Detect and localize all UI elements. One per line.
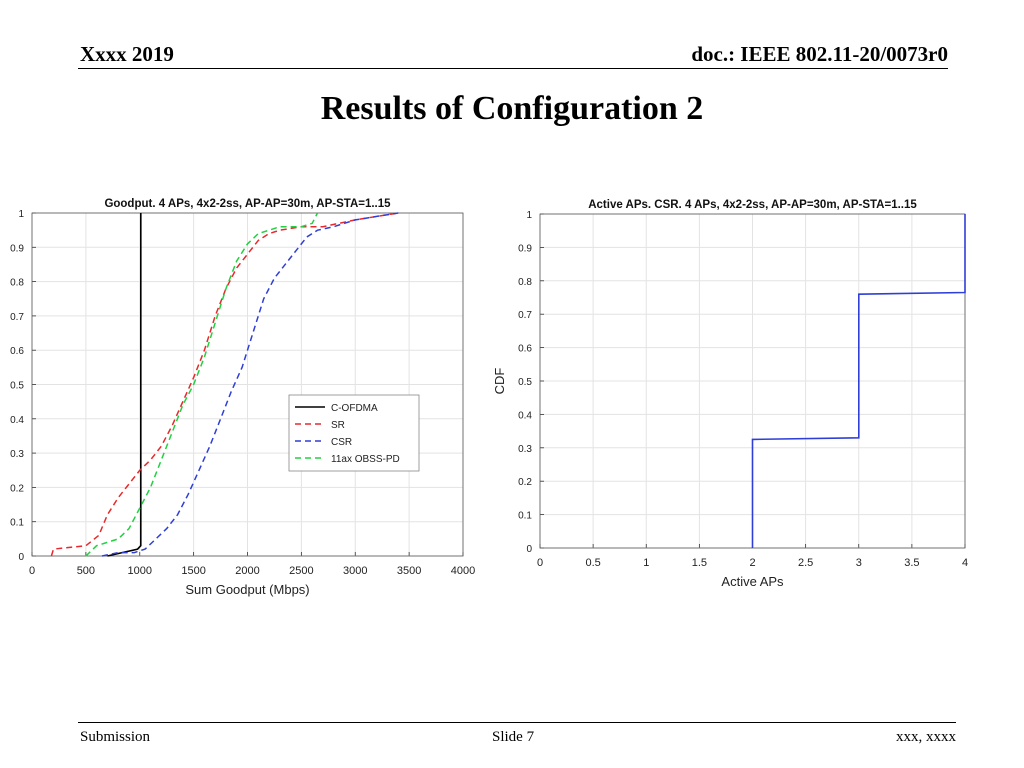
series-line [751,214,966,548]
x-tick-label: 2 [749,557,755,569]
header-divider [78,68,948,69]
y-tick-label: 0.9 [10,243,24,254]
y-tick-label: 0 [18,552,24,563]
y-tick-label: 0.2 [518,477,532,488]
footer-slide-number: Slide 7 [492,729,535,745]
x-tick-label: 3000 [343,565,367,577]
legend-label: 11ax OBSS-PD [331,454,400,465]
x-tick-label: 500 [77,565,95,577]
chart-title: Active APs. CSR. 4 APs, 4x2-2ss, AP-AP=3… [588,199,917,211]
x-tick-label: 4 [962,557,968,569]
legend-label: C-OFDMA [331,403,378,414]
legend-label: CSR [331,437,352,448]
x-tick-label: 0.5 [585,557,600,569]
legend-label: SR [331,420,345,431]
y-tick-label: 0.9 [518,243,532,254]
y-tick-label: 0.1 [518,511,532,522]
header-doc-id: doc.: IEEE 802.11-20/0073r0 [691,42,948,66]
header-date: Xxxx 2019 [80,42,174,66]
series-line-11ax-obss-pd [85,212,319,557]
y-axis-label: CDF [492,368,507,395]
x-tick-label: 3 [856,557,862,569]
active-aps-cdf-chart: 0 0.5 1 1.5 2 2.5 3 3.5 4 0 0.1 0.2 0.3 0.4 0.5 0.6 0.7 0… [492,199,968,589]
y-tick-label: 0.3 [518,444,532,455]
y-tick-label: 0.5 [518,377,532,388]
y-tick-label: 0.5 [10,381,24,392]
series-line-sr [50,212,399,557]
x-tick-label: 1.5 [692,557,707,569]
x-tick-label: 3500 [397,565,421,577]
y-tick-label: 0.3 [10,449,24,460]
y-tick-label: 0.6 [10,346,24,357]
y-tick-label: 0.7 [10,312,24,323]
series-line-csr [101,212,399,557]
footer-divider [78,722,956,723]
y-tick-label: 0.4 [10,415,24,426]
goodput-cdf-chart: 0 500 1000 1500 2000 2500 3000 3500 4000 0 0.1 0.2 0… [10,198,475,597]
x-tick-label: 1500 [181,565,205,577]
x-tick-label: 2500 [289,565,313,577]
y-tick-label: 0.6 [518,344,532,355]
x-tick-label: 1000 [128,565,152,577]
y-tick-label: 0.1 [10,518,24,529]
footer-author: xxx, xxxx [896,729,956,745]
y-tick-label: 1 [526,210,532,221]
y-tick-label: 1 [18,209,24,220]
footer-submission: Submission [80,729,151,745]
axes-frame [31,212,464,557]
y-tick-label: 0.8 [518,277,532,288]
x-tick-label: 2000 [235,565,259,577]
x-tick-label: 3.5 [904,557,919,569]
y-tick-label: 0.8 [10,278,24,289]
chart-title: Goodput. 4 APs, 4x2-2ss, AP-AP=30m, AP-S… [104,198,391,210]
slide-title: Results of Configuration 2 [320,90,704,127]
x-tick-label: 0 [29,565,35,577]
x-tick-label: 1 [643,557,649,569]
y-tick-label: 0.7 [518,310,532,321]
y-tick-label: 0 [526,544,532,555]
x-axis-label: Active APs [721,574,784,589]
y-tick-label: 0.4 [518,410,532,421]
x-tick-label: 0 [537,557,543,569]
x-tick-label: 2.5 [798,557,813,569]
x-axis-label: Sum Goodput (Mbps) [185,582,309,597]
y-tick-label: 0.2 [10,483,24,494]
x-tick-label: 4000 [451,565,475,577]
